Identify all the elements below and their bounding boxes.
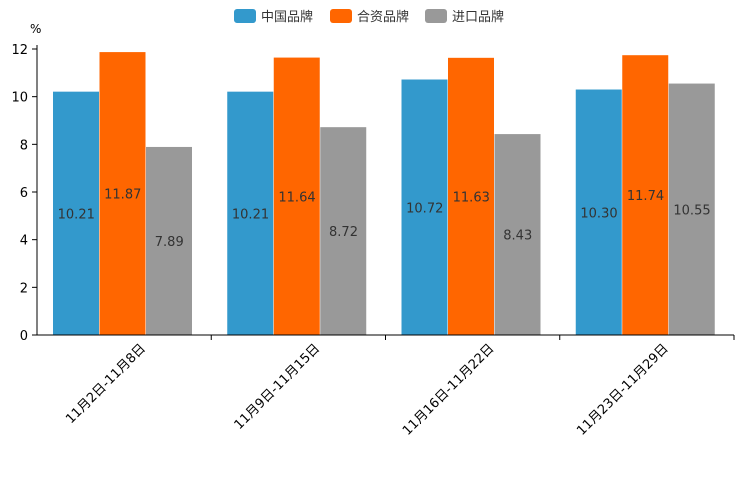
y-tick-label-4: 4 [20, 234, 28, 249]
legend-swatch-3 [425, 9, 447, 23]
legend-label-3: 进口品牌 [452, 9, 504, 25]
bar--4 [668, 83, 715, 335]
legend-label-2: 合资品牌 [357, 9, 409, 25]
bar--1 [146, 146, 192, 335]
y-tick-label-10: 10 [11, 91, 28, 106]
data-label-2-1: 11.87 [104, 188, 141, 203]
legend-label-1: 中国品牌 [261, 9, 313, 25]
data-label-2-4: 11.74 [627, 189, 664, 204]
x-category-label-1: 11月2日-11月8日 [63, 341, 149, 427]
y-tick-label-12: 12 [11, 43, 28, 58]
data-label-3-1: 7.89 [155, 235, 184, 250]
y-tick-label-8: 8 [20, 138, 28, 153]
data-label-3-3: 8.43 [503, 229, 532, 244]
x-category-label-2: 11月9日-11月15日 [232, 341, 324, 433]
y-tick-label-6: 6 [20, 186, 28, 201]
y-axis: 0 2 4 6 8 10 12 [11, 43, 38, 344]
bar--4 [622, 55, 669, 336]
legend: 中国品牌 合资品牌 进口品牌 [234, 9, 504, 25]
x-category-label-4: 11月23日-11月29日 [574, 341, 671, 438]
bar--2 [273, 57, 320, 336]
legend-swatch-1 [234, 9, 256, 23]
y-axis-unit: % [30, 22, 41, 36]
x-axis: 11月2日-11月8日 11月9日-11月15日 11月16日-11月22日 11月2… [37, 334, 735, 439]
data-label-1-3: 10.72 [406, 201, 443, 216]
data-label-1-4: 10.30 [580, 206, 617, 221]
bars: 10.21 11.87 7.89 10.21 11.64 8.72 10.72 11.63 8.… [53, 52, 715, 336]
data-label-2-3: 11.63 [453, 190, 490, 205]
bar--3 [401, 79, 448, 335]
data-label-3-2: 8.72 [329, 225, 358, 240]
bar--4 [575, 89, 622, 336]
bar--3 [448, 57, 494, 336]
y-tick-label-2: 2 [20, 281, 28, 296]
bar--1 [99, 52, 146, 336]
y-tick-label-0: 0 [20, 329, 28, 344]
x-category-label-3: 11月16日-11月22日 [400, 341, 497, 438]
bar--2 [320, 127, 367, 335]
bar--2 [227, 91, 274, 335]
legend-swatch-2 [330, 9, 352, 23]
data-label-1-2: 10.21 [232, 207, 269, 222]
data-label-3-4: 10.55 [673, 203, 710, 218]
bar--3 [494, 134, 541, 335]
data-label-2-2: 11.64 [278, 190, 315, 205]
data-label-1-1: 10.21 [58, 207, 95, 222]
bar--1 [53, 91, 99, 335]
